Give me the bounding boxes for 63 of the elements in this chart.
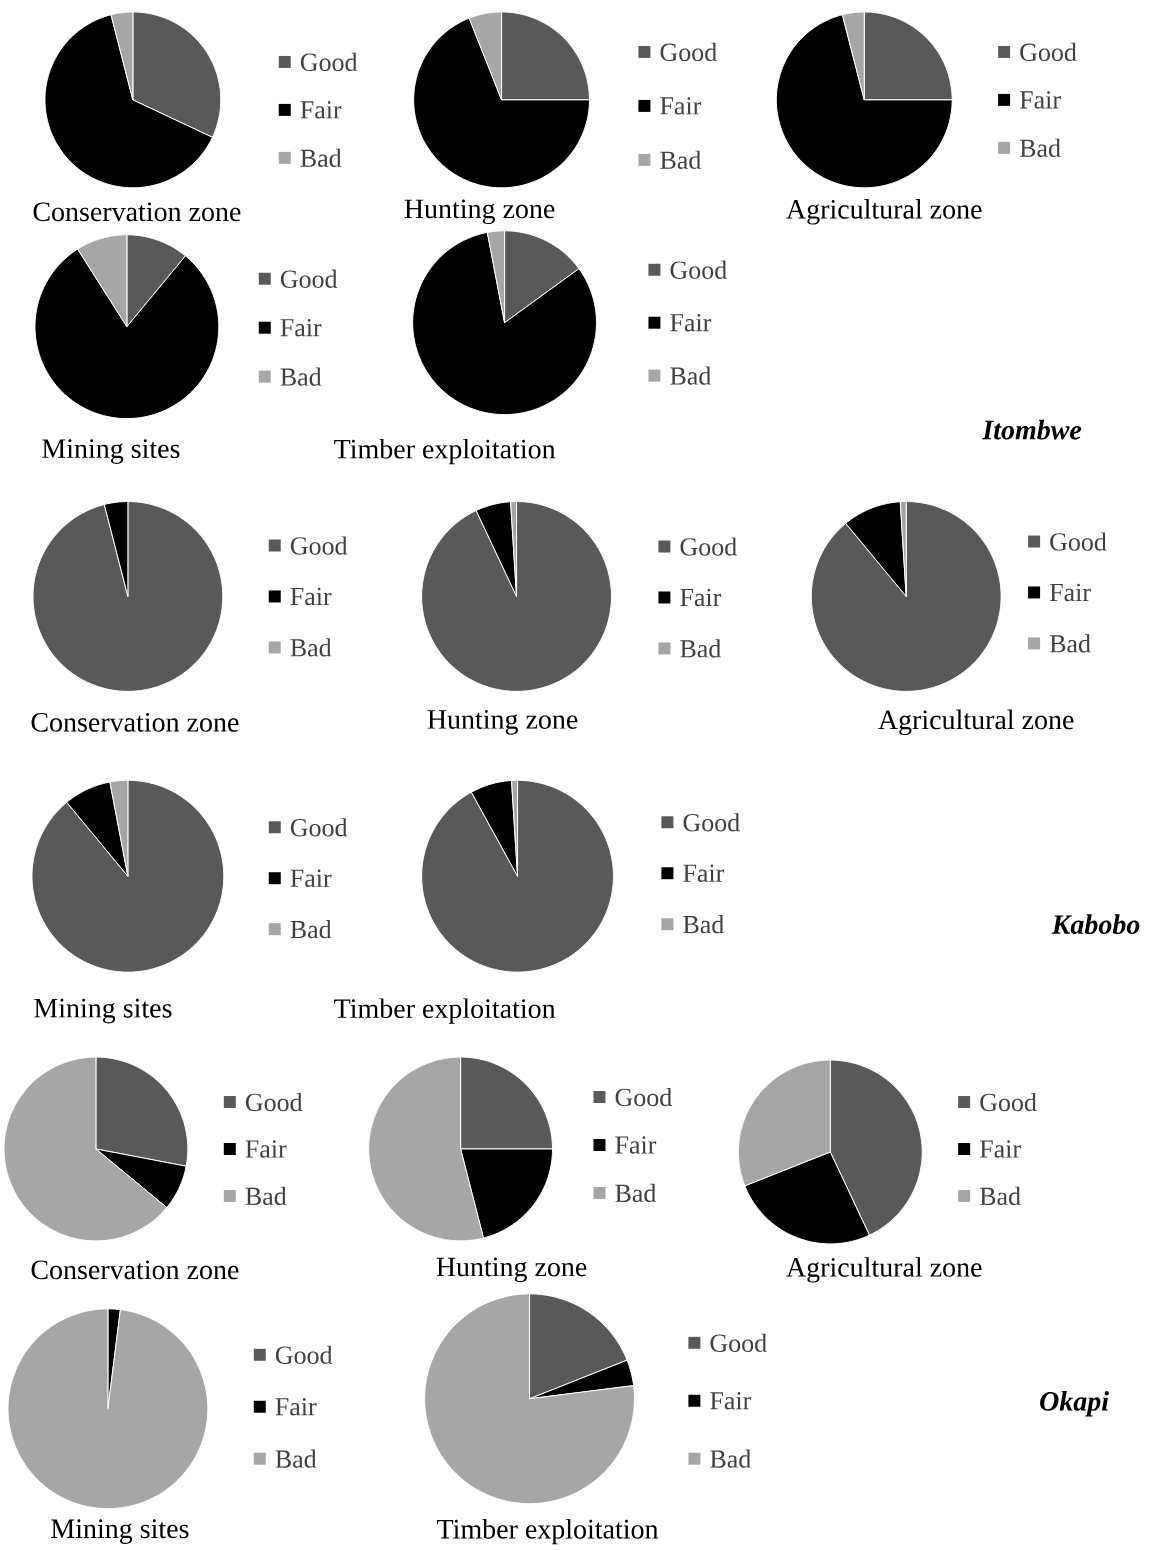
legend-label: Fair — [670, 313, 712, 332]
legend-label: Bad — [290, 638, 332, 657]
text: Agricultural zone — [878, 709, 1074, 736]
legend-label: Bad — [280, 367, 322, 386]
legend-label: Fair — [280, 318, 322, 337]
legend-label: Bad — [1019, 138, 1061, 157]
legend-label: Good — [300, 52, 358, 72]
legend-label: Fair — [275, 1398, 317, 1416]
legend-label: Fair — [710, 1392, 752, 1410]
text: Conservation zone — [31, 712, 239, 732]
text: Conservation zone — [31, 1260, 239, 1280]
text: Mining sites — [34, 998, 172, 1024]
legend-label: Good — [660, 42, 717, 62]
legend-label: Bad — [615, 1183, 657, 1203]
legend-label: Good — [1050, 532, 1107, 551]
legend-label: Bad — [275, 1449, 317, 1468]
text: Kabobo — [1051, 914, 1140, 935]
legend-label: Fair — [660, 97, 702, 115]
legend-label: Fair — [615, 1136, 657, 1154]
legend-label: Fair — [680, 588, 722, 607]
legend-label: Fair — [290, 869, 332, 887]
legend-label: Bad — [245, 1186, 287, 1206]
legend-label: Good — [615, 1087, 672, 1107]
legend-label: Bad — [300, 148, 342, 167]
legend-label: Good — [275, 1345, 333, 1364]
text: Timber exploitation — [334, 998, 556, 1024]
text: Hunting zone — [404, 199, 555, 225]
legend-label: Good — [245, 1092, 303, 1112]
legend-label: Good — [710, 1333, 767, 1352]
legend-label: Good — [683, 813, 740, 832]
legend-label: Fair — [1049, 583, 1091, 602]
legend-label: Bad — [979, 1186, 1021, 1206]
legend-label: Bad — [660, 150, 702, 169]
legend-label: Good — [290, 536, 348, 555]
legend-label: Good — [280, 269, 338, 288]
legend-label: Bad — [670, 366, 712, 385]
legend-label: Bad — [290, 920, 332, 939]
text: Mining sites — [42, 439, 180, 464]
text: Conservation zone — [33, 202, 241, 222]
legend-label: Bad — [683, 915, 725, 934]
legend-label: Good — [1020, 42, 1077, 62]
legend-label: Good — [290, 818, 348, 837]
legend-label: Good — [680, 537, 737, 556]
legend-label: Good — [670, 260, 727, 279]
legend-label: Fair — [683, 864, 725, 882]
legend-label: Fair — [245, 1140, 287, 1158]
text: Okapi — [1040, 1391, 1109, 1417]
legend-label: Fair — [979, 1140, 1021, 1158]
text: Hunting zone — [427, 710, 578, 735]
text: Hunting zone — [436, 1257, 587, 1283]
text: Timber exploitation — [437, 1518, 659, 1545]
legend-label: Fair — [300, 101, 342, 119]
legend-label: Bad — [680, 639, 722, 658]
text: Mining sites — [51, 1519, 189, 1544]
text: Agricultural zone — [786, 1257, 982, 1283]
legend-label: Fair — [1019, 91, 1061, 109]
legend-label: Bad — [710, 1449, 751, 1468]
text: Timber exploitation — [334, 438, 556, 465]
legend-label: Bad — [1049, 634, 1091, 653]
text: Agricultural zone — [786, 199, 982, 225]
legend-label: Fair — [290, 587, 332, 606]
text: Itombwe — [982, 419, 1082, 440]
legend-label: Good — [980, 1092, 1037, 1112]
